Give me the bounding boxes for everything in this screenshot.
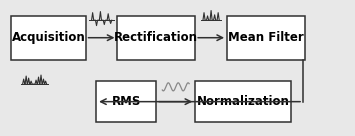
FancyBboxPatch shape: [195, 81, 291, 122]
Text: RMS: RMS: [111, 95, 141, 108]
FancyBboxPatch shape: [96, 81, 156, 122]
Text: Rectification: Rectification: [114, 31, 198, 44]
FancyBboxPatch shape: [118, 16, 195, 60]
Text: Acquisition: Acquisition: [12, 31, 85, 44]
Text: Mean Filter: Mean Filter: [228, 31, 304, 44]
FancyBboxPatch shape: [227, 16, 305, 60]
FancyBboxPatch shape: [11, 16, 86, 60]
Text: Normalization: Normalization: [196, 95, 289, 108]
